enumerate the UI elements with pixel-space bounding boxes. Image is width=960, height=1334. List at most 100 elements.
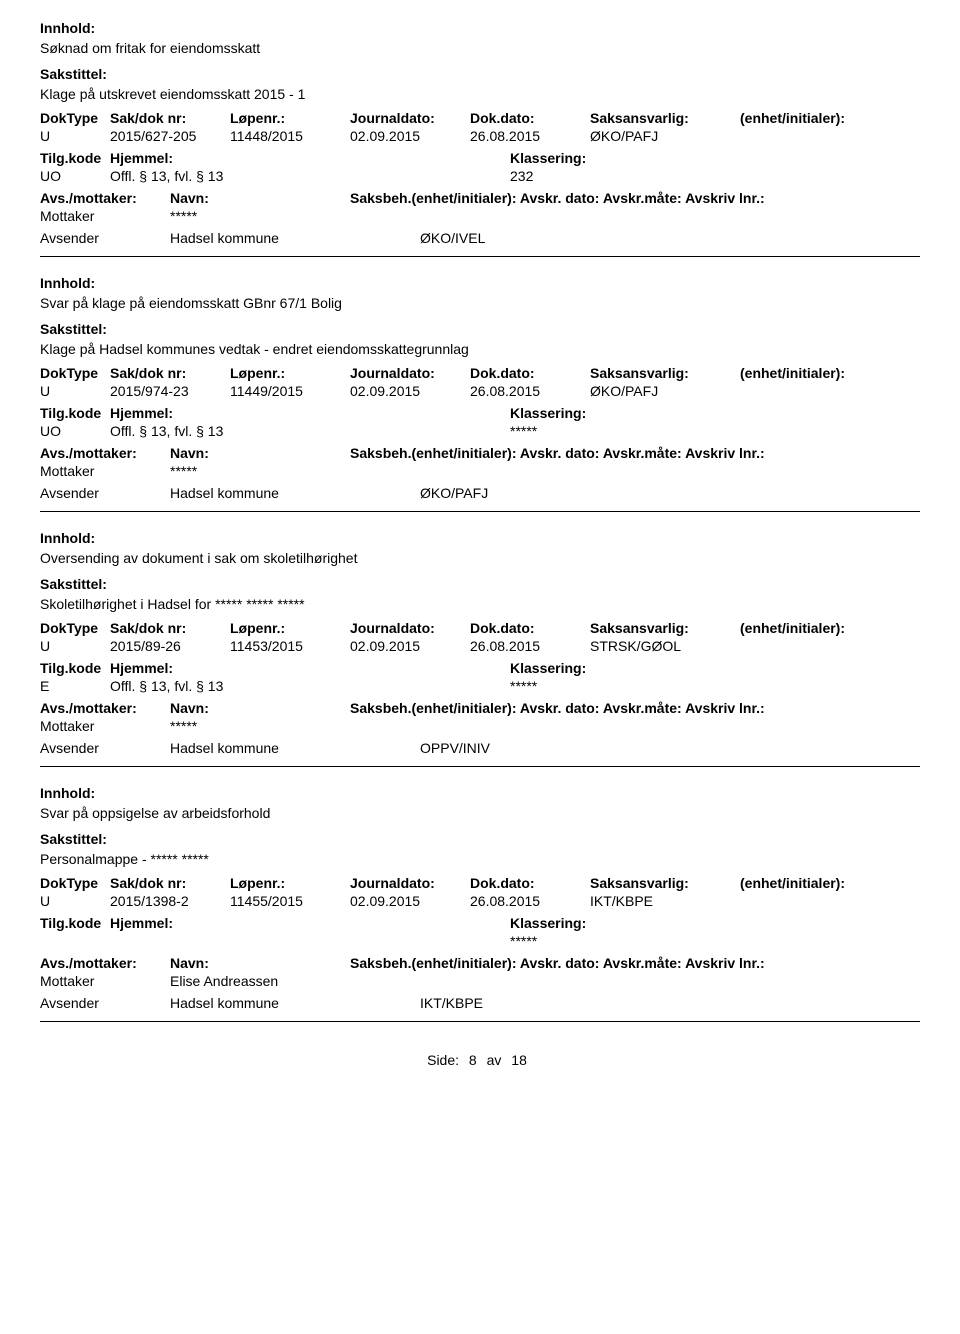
doc-header-row: DokType Sak/dok nr: Løpenr.: Journaldato… <box>40 875 920 891</box>
klassering-value: 232 <box>510 168 710 184</box>
sakstittel-value: Personalmappe - ***** ***** <box>40 851 920 867</box>
avsender-navn: Hadsel kommune <box>170 485 420 501</box>
tilg-header-row: Tilg.kode Hjemmel: Klassering: <box>40 915 920 931</box>
record-divider <box>40 1021 920 1022</box>
journaldato-header: Journaldato: <box>350 620 470 636</box>
innhold-label: Innhold: <box>40 20 920 36</box>
mottaker-label: Mottaker <box>40 208 170 224</box>
avsmottaker-header: Avs./mottaker: <box>40 955 170 971</box>
journal-record: Innhold: Oversending av dokument i sak o… <box>40 530 920 767</box>
saksansvarlig-header: Saksansvarlig: <box>590 875 740 891</box>
lopenr-value: 11449/2015 <box>230 383 350 399</box>
innhold-value: Søknad om fritak for eiendomsskatt <box>40 40 920 56</box>
navn-header: Navn: <box>170 190 350 206</box>
sakdoknr-value: 2015/1398-2 <box>110 893 230 909</box>
footer-page-current: 8 <box>469 1052 477 1068</box>
klassering-value: ***** <box>510 678 710 694</box>
dokdato-header: Dok.dato: <box>470 875 590 891</box>
mottaker-navn: ***** <box>170 718 350 734</box>
enhet-header: (enhet/initialer): <box>740 110 870 126</box>
mottaker-row: Mottaker ***** <box>40 718 920 734</box>
doktype-value: U <box>40 893 110 909</box>
sakdoknr-header: Sak/dok nr: <box>110 110 230 126</box>
innhold-label: Innhold: <box>40 785 920 801</box>
sakstittel-value: Klage på utskrevet eiendomsskatt 2015 - … <box>40 86 920 102</box>
sakdoknr-value: 2015/974-23 <box>110 383 230 399</box>
saksbeh-header: Saksbeh.(enhet/initialer): Avskr. dato: … <box>350 700 780 716</box>
mottaker-navn: Elise Andreassen <box>170 973 350 989</box>
avsender-label: Avsender <box>40 740 170 756</box>
klassering-value: ***** <box>510 423 710 439</box>
doc-data-row: U 2015/1398-2 11455/2015 02.09.2015 26.0… <box>40 893 920 909</box>
page-footer: Side: 8 av 18 <box>40 1052 920 1068</box>
saksansvarlig-header: Saksansvarlig: <box>590 620 740 636</box>
doktype-header: DokType <box>40 110 110 126</box>
hjemmel-header: Hjemmel: <box>110 660 510 676</box>
tilgkode-header: Tilg.kode <box>40 150 110 166</box>
innhold-value: Oversending av dokument i sak om skoleti… <box>40 550 920 566</box>
footer-page-total: 18 <box>511 1052 527 1068</box>
saksansvarlig-header: Saksansvarlig: <box>590 110 740 126</box>
tilg-header-row: Tilg.kode Hjemmel: Klassering: <box>40 405 920 421</box>
enhet-value <box>740 128 870 144</box>
doktype-value: U <box>40 638 110 654</box>
dokdato-value: 26.08.2015 <box>470 383 590 399</box>
tilgkode-header: Tilg.kode <box>40 660 110 676</box>
enhet-value <box>740 383 870 399</box>
innhold-label: Innhold: <box>40 530 920 546</box>
hjemmel-header: Hjemmel: <box>110 405 510 421</box>
doktype-header: DokType <box>40 365 110 381</box>
journaldato-value: 02.09.2015 <box>350 893 470 909</box>
avsmottaker-header: Avs./mottaker: <box>40 190 170 206</box>
saksansvarlig-value: ØKO/PAFJ <box>590 128 740 144</box>
lopenr-header: Løpenr.: <box>230 365 350 381</box>
mottaker-label: Mottaker <box>40 718 170 734</box>
tilgkode-value: E <box>40 678 110 694</box>
innhold-label: Innhold: <box>40 275 920 291</box>
hjemmel-value: Offl. § 13, fvl. § 13 <box>110 168 510 184</box>
doc-data-row: U 2015/974-23 11449/2015 02.09.2015 26.0… <box>40 383 920 399</box>
tilg-header-row: Tilg.kode Hjemmel: Klassering: <box>40 150 920 166</box>
tilgkode-header: Tilg.kode <box>40 405 110 421</box>
doc-header-row: DokType Sak/dok nr: Løpenr.: Journaldato… <box>40 110 920 126</box>
journaldato-value: 02.09.2015 <box>350 638 470 654</box>
record-divider <box>40 256 920 257</box>
doc-header-row: DokType Sak/dok nr: Løpenr.: Journaldato… <box>40 365 920 381</box>
avsender-code: IKT/KBPE <box>420 995 620 1011</box>
sakdoknr-header: Sak/dok nr: <box>110 620 230 636</box>
lopenr-header: Løpenr.: <box>230 620 350 636</box>
saksansvarlig-value: STRSK/GØOL <box>590 638 740 654</box>
lopenr-value: 11455/2015 <box>230 893 350 909</box>
klassering-value: ***** <box>510 933 710 949</box>
saksbeh-header: Saksbeh.(enhet/initialer): Avskr. dato: … <box>350 445 780 461</box>
doc-header-row: DokType Sak/dok nr: Løpenr.: Journaldato… <box>40 620 920 636</box>
record-divider <box>40 511 920 512</box>
dokdato-value: 26.08.2015 <box>470 128 590 144</box>
doktype-header: DokType <box>40 875 110 891</box>
enhet-header: (enhet/initialer): <box>740 365 870 381</box>
avsender-label: Avsender <box>40 485 170 501</box>
mottaker-navn: ***** <box>170 463 350 479</box>
avsender-code: ØKO/IVEL <box>420 230 620 246</box>
navn-header: Navn: <box>170 445 350 461</box>
avsender-label: Avsender <box>40 230 170 246</box>
sakstittel-label: Sakstittel: <box>40 321 920 337</box>
avsmottaker-header: Avs./mottaker: <box>40 445 170 461</box>
klassering-header: Klassering: <box>510 405 710 421</box>
avsender-code: OPPV/INIV <box>420 740 620 756</box>
tilg-data-row: UO Offl. § 13, fvl. § 13 ***** <box>40 423 920 439</box>
tilgkode-value <box>40 933 110 949</box>
avsender-navn: Hadsel kommune <box>170 230 420 246</box>
enhet-value <box>740 893 870 909</box>
doktype-header: DokType <box>40 620 110 636</box>
avs-header-row: Avs./mottaker: Navn: Saksbeh.(enhet/init… <box>40 190 920 206</box>
records-container: Innhold: Søknad om fritak for eiendomssk… <box>40 20 920 1022</box>
innhold-value: Svar på oppsigelse av arbeidsforhold <box>40 805 920 821</box>
hjemmel-value <box>110 933 510 949</box>
journaldato-value: 02.09.2015 <box>350 383 470 399</box>
sakstittel-label: Sakstittel: <box>40 66 920 82</box>
journal-record: Innhold: Svar på klage på eiendomsskatt … <box>40 275 920 512</box>
saksbeh-value <box>350 208 780 224</box>
klassering-header: Klassering: <box>510 150 710 166</box>
sakdoknr-value: 2015/627-205 <box>110 128 230 144</box>
